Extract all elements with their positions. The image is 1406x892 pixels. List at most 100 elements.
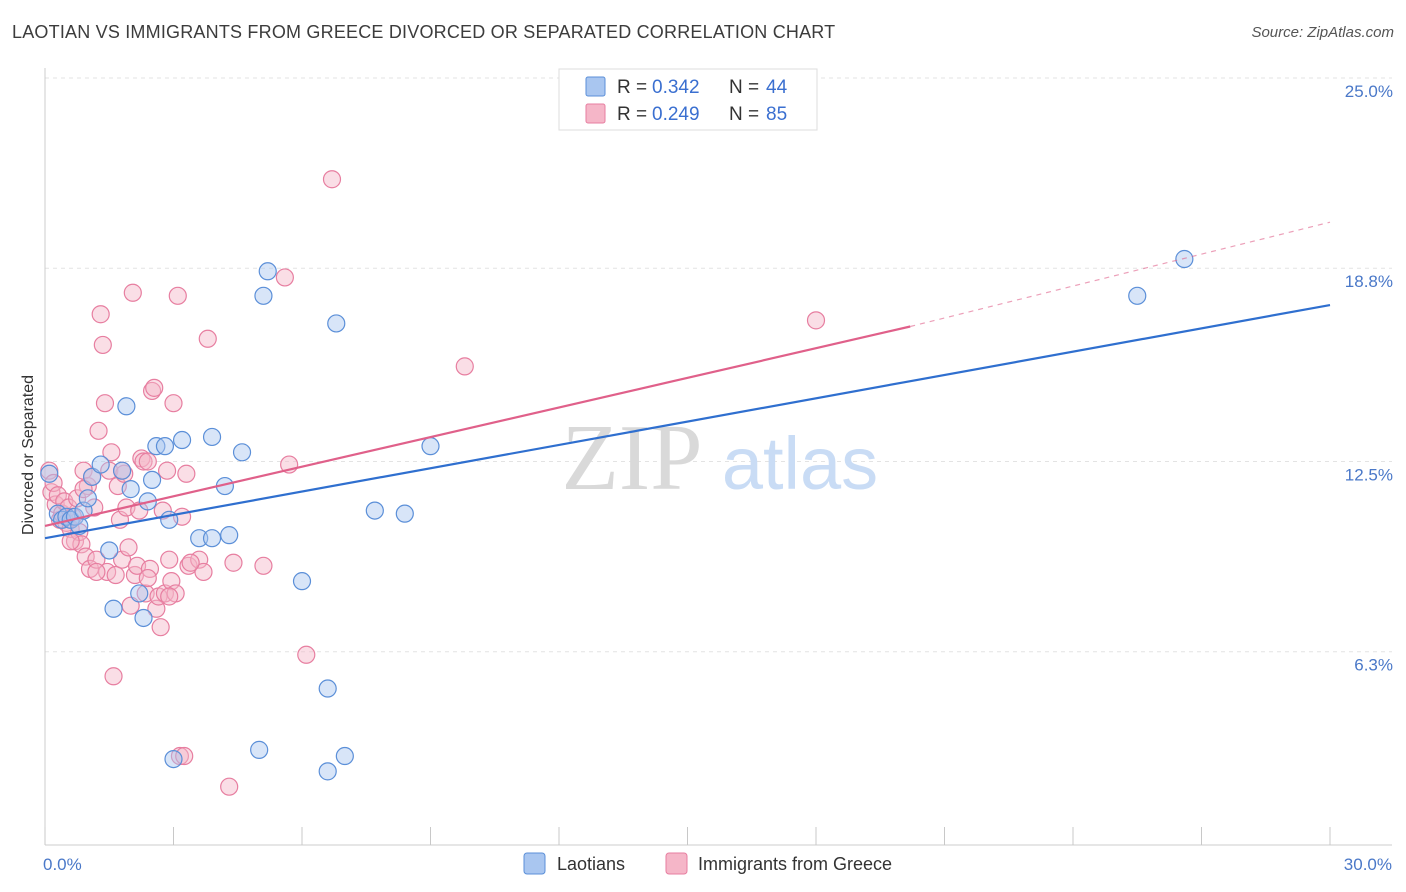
legend-r-value-greece: 0.249 [652, 104, 700, 125]
greece-point [123, 283, 142, 302]
greece-point [160, 587, 179, 606]
greece-point [74, 480, 93, 499]
laotians-point [134, 608, 153, 628]
x-tick-label: 30.0% [1344, 855, 1392, 874]
series-laotians-points [40, 249, 1194, 781]
trendlines [44, 221, 1331, 540]
y-tick-labels: 6.3% 12.5% 18.8% 25.0% [1345, 82, 1393, 675]
laotians-point [164, 749, 183, 769]
greece-point [138, 568, 157, 588]
laotians-point [1175, 249, 1194, 269]
legend-r-value-laotians: 0.342 [652, 77, 700, 98]
laotians-point [83, 467, 102, 486]
gridlines [45, 77, 1392, 653]
greece-point [87, 562, 106, 582]
bottom-legend-label-greece: Immigrants from Greece [698, 854, 892, 874]
greece-point [142, 381, 162, 401]
watermark-atlas: atlas [722, 422, 878, 505]
watermark-zip: ZIP [562, 406, 703, 510]
greece-point [198, 329, 217, 348]
greece-point [164, 394, 183, 413]
axes [44, 68, 1392, 846]
laotians-trendline [44, 303, 1331, 540]
greece-point [102, 443, 121, 462]
x-tick-labels: 0.0% 30.0% [43, 855, 1392, 874]
laotians-point [232, 443, 252, 462]
greece-point [160, 550, 179, 569]
greece-point [89, 421, 108, 440]
greece-point [121, 596, 140, 615]
greece-point [145, 378, 164, 397]
watermark: ZIP atlas [562, 406, 879, 510]
greece-point [106, 565, 125, 585]
laotians-point [40, 464, 59, 483]
greece-trendline-extension [910, 221, 1331, 328]
bottom-legend-swatch-greece [665, 852, 688, 875]
laotians-point [202, 529, 222, 548]
laotians-point [91, 455, 110, 474]
legend-swatch-laotians [585, 76, 606, 97]
greece-point [115, 464, 134, 483]
greece-point [85, 498, 104, 517]
chart-title: LAOTIAN VS IMMIGRANTS FROM GREECE DIVORC… [12, 22, 836, 42]
laotians-point [130, 584, 149, 603]
greece-point [220, 777, 239, 796]
series-legend: Laotians Immigrants from Greece [523, 852, 892, 875]
laotians-point [395, 504, 414, 523]
greece-point [91, 305, 110, 324]
laotians-point [117, 397, 136, 416]
greece-trendline [44, 325, 911, 527]
greece-point [275, 268, 294, 287]
greece-point [297, 645, 316, 664]
y-tick-label: 25.0% [1345, 82, 1393, 101]
laotians-point [100, 541, 119, 560]
greece-point [254, 556, 273, 575]
greece-point [224, 553, 243, 572]
laotians-point [365, 501, 384, 520]
laotians-point [172, 430, 192, 450]
legend-r-label-laotians: R = [617, 77, 647, 98]
laotians-point [335, 746, 354, 766]
laotians-point [78, 489, 97, 508]
greece-point [151, 618, 170, 637]
series-greece-points [40, 170, 826, 796]
legend-r-label-greece: R = [617, 104, 647, 125]
correlation-legend: R = 0.342 N = 44 R = 0.249 N = 85 [558, 68, 818, 131]
laotians-point [421, 437, 440, 456]
greece-point [322, 170, 342, 189]
greece-point [134, 452, 153, 471]
laotians-point [112, 461, 132, 480]
greece-point [93, 335, 112, 355]
greece-point [177, 464, 196, 483]
source-label: Source: ZipAtlas.com [1251, 24, 1394, 41]
greece-point [95, 394, 115, 413]
greece-point [119, 538, 138, 557]
laotians-point [190, 529, 209, 548]
laotians-point [258, 262, 277, 281]
legend-n-label-laotians: N = [729, 77, 759, 98]
y-tick-label: 6.3% [1354, 656, 1393, 675]
laotians-point [104, 599, 123, 618]
legend-n-value-laotians: 44 [766, 77, 788, 98]
laotians-point [254, 286, 273, 305]
greece-point [181, 553, 200, 572]
legend-swatch-greece [585, 103, 606, 124]
laotians-point [220, 526, 239, 545]
greece-point [138, 452, 157, 471]
laotians-point [155, 437, 175, 456]
laotians-point [292, 572, 312, 591]
laotians-point [250, 740, 269, 759]
laotians-point [121, 480, 140, 499]
laotians-point [318, 762, 337, 781]
greece-point [194, 562, 213, 582]
laotians-point [1128, 286, 1147, 305]
greece-point [455, 357, 474, 376]
laotians-point [318, 679, 337, 698]
bottom-legend-swatch-laotians [523, 852, 546, 875]
greece-point [153, 501, 172, 520]
greece-point [806, 311, 826, 330]
y-axis-title: Divorced or Separated [20, 375, 37, 535]
legend-n-label-greece: N = [729, 104, 759, 125]
laotians-point [202, 427, 222, 447]
